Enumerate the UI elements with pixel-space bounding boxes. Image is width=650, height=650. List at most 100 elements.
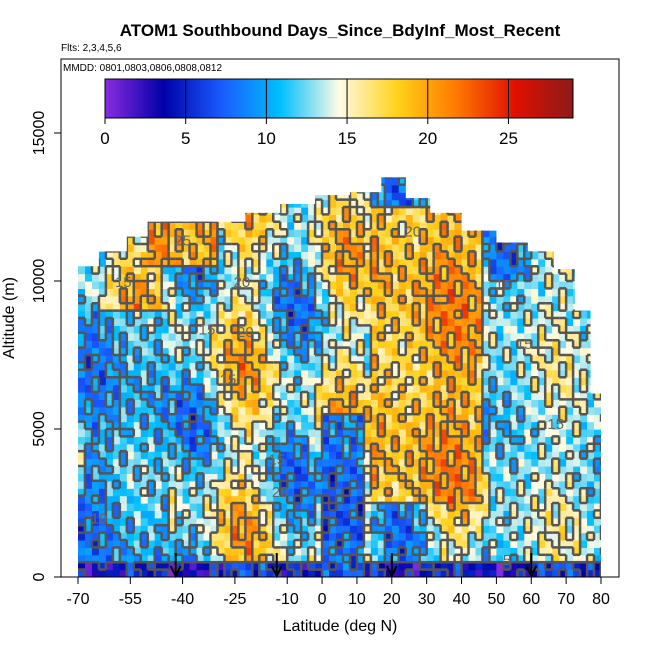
- heatmap-cell: [154, 517, 163, 526]
- heatmap-cell: [105, 547, 114, 556]
- heatmap-cell: [133, 429, 142, 437]
- heatmap-cell: [524, 562, 532, 571]
- heatmap-cell: [440, 562, 449, 571]
- heatmap-cell: [273, 251, 281, 260]
- heatmap-cell: [259, 458, 267, 467]
- heatmap-cell: [391, 429, 400, 437]
- heatmap-cell: [433, 569, 442, 577]
- heatmap-cell: [105, 310, 114, 319]
- heatmap-cell: [552, 347, 560, 356]
- heatmap-cell: [454, 503, 463, 511]
- heatmap-cell: [140, 207, 149, 215]
- heatmap-cell: [419, 288, 428, 297]
- heatmap-cell: [245, 303, 253, 312]
- heatmap-cell: [252, 295, 260, 304]
- heatmap-cell: [112, 214, 121, 223]
- heatmap-cell: [475, 251, 484, 260]
- heatmap-cell: [280, 325, 288, 334]
- heatmap-cell: [119, 332, 128, 341]
- heatmap-cell: [329, 221, 337, 230]
- heatmap-cell: [377, 554, 386, 563]
- heatmap-cell: [468, 554, 477, 563]
- heatmap-cell: [161, 310, 170, 319]
- heatmap-cell: [161, 199, 170, 208]
- heatmap-cell: [266, 214, 274, 223]
- heatmap-cell: [336, 207, 344, 215]
- heatmap-cell: [98, 244, 107, 252]
- heatmap-cell: [370, 258, 379, 267]
- heatmap-cell: [231, 480, 239, 489]
- heatmap-cell: [294, 221, 302, 230]
- heatmap-cell: [231, 251, 239, 260]
- heatmap-cell: [210, 177, 219, 178]
- heatmap-cell: [78, 340, 86, 349]
- heatmap-cell: [329, 392, 337, 400]
- heatmap-cell: [245, 495, 253, 504]
- heatmap-cell: [175, 525, 184, 534]
- heatmap-cell: [349, 436, 358, 445]
- heatmap-cell: [517, 562, 525, 571]
- heatmap-cell: [217, 466, 226, 474]
- heatmap-cell: [238, 414, 246, 423]
- heatmap-cell: [140, 414, 149, 423]
- heatmap-cell: [391, 221, 400, 230]
- heatmap-cell: [349, 244, 358, 252]
- heatmap-cell: [559, 273, 567, 282]
- heatmap-cell: [489, 303, 497, 312]
- heatmap-cell: [552, 303, 560, 312]
- heatmap-cell: [182, 207, 191, 215]
- heatmap-cell: [559, 318, 567, 326]
- heatmap-cell: [105, 318, 114, 326]
- heatmap-cell: [468, 392, 477, 400]
- heatmap-cell: [447, 362, 456, 371]
- heatmap-cell: [517, 554, 525, 563]
- heatmap-cell: [84, 421, 93, 430]
- heatmap-cell: [231, 421, 239, 430]
- heatmap-cell: [315, 288, 323, 297]
- heatmap-cell: [294, 562, 302, 571]
- heatmap-cell: [245, 414, 253, 423]
- heatmap-cell: [210, 421, 219, 430]
- heatmap-cell: [594, 406, 601, 415]
- heatmap-cell: [482, 332, 491, 341]
- heatmap-cell: [266, 466, 274, 474]
- heatmap-cell: [182, 488, 191, 497]
- heatmap-cell: [224, 429, 233, 437]
- heatmap-cell: [517, 184, 525, 193]
- heatmap-cell: [517, 310, 525, 319]
- heatmap-cell: [84, 392, 93, 400]
- heatmap-cell: [147, 199, 156, 208]
- heatmap-cell: [196, 310, 205, 319]
- heatmap-cell: [454, 214, 463, 223]
- heatmap-cell: [573, 421, 581, 430]
- heatmap-cell: [433, 369, 442, 378]
- heatmap-cell: [294, 347, 302, 356]
- heatmap-cell: [398, 406, 407, 415]
- heatmap-cell: [308, 184, 316, 193]
- heatmap-cell: [426, 569, 435, 577]
- heatmap-cell: [78, 532, 86, 541]
- heatmap-cell: [294, 458, 302, 467]
- heatmap-cell: [440, 303, 449, 312]
- heatmap-cell: [294, 303, 302, 312]
- heatmap-cell: [119, 451, 128, 460]
- heatmap-cell: [391, 547, 400, 556]
- heatmap-cell: [482, 221, 491, 230]
- heatmap-cell: [112, 399, 121, 408]
- heatmap-cell: [391, 473, 400, 482]
- heatmap-cell: [363, 503, 372, 511]
- heatmap-cell: [336, 266, 344, 275]
- heatmap-cell: [217, 192, 226, 201]
- heatmap-cell: [266, 236, 274, 245]
- heatmap-cell: [238, 177, 246, 178]
- heatmap-cell: [531, 392, 539, 400]
- heatmap-cell: [391, 310, 400, 319]
- heatmap-cell: [538, 436, 546, 445]
- heatmap-cell: [112, 199, 121, 208]
- heatmap-cell: [363, 281, 372, 289]
- heatmap-cell: [84, 199, 93, 208]
- heatmap-cell: [412, 355, 421, 363]
- heatmap-cell: [391, 332, 400, 341]
- heatmap-cell: [245, 517, 253, 526]
- heatmap-cell: [147, 421, 156, 430]
